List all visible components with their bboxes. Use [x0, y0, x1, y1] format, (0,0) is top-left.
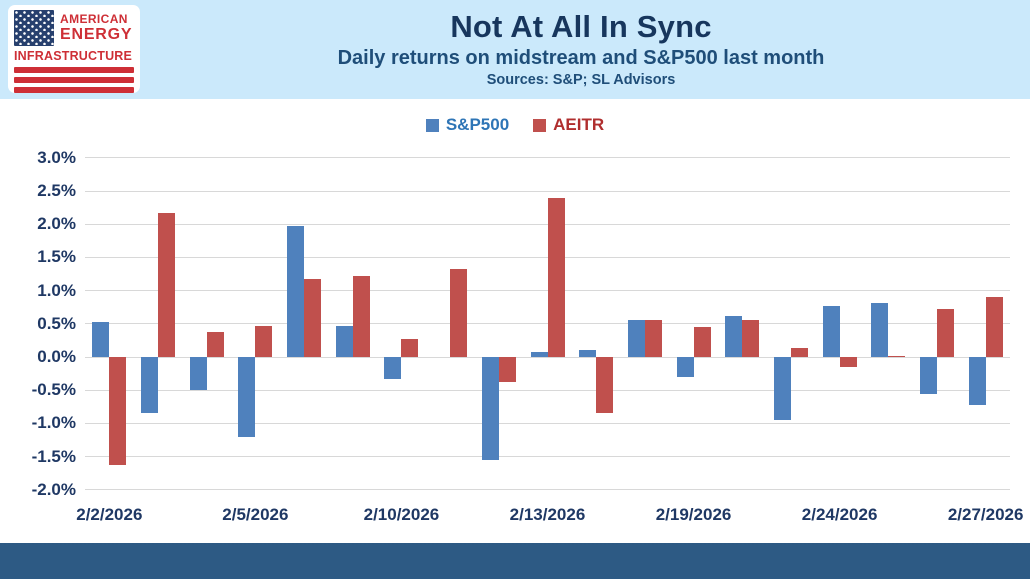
legend-swatch-sp500 [425, 118, 439, 132]
bar-aeitr [304, 279, 322, 357]
bar-sp500 [579, 350, 597, 357]
bar-aeitr [839, 357, 857, 367]
bar-sp500 [968, 357, 986, 405]
bar-aeitr [158, 212, 176, 357]
bar-aeitr [985, 297, 1003, 357]
y-axis-tick-label: -2.0% [31, 479, 76, 499]
y-axis-tick-label: 1.5% [37, 247, 76, 267]
bar-aeitr [547, 197, 565, 357]
bar-sp500 [335, 325, 353, 357]
y-axis-tick-label: -0.5% [31, 380, 76, 400]
bar-aeitr [644, 320, 662, 357]
bar-aeitr [450, 268, 468, 357]
bar-sp500 [627, 320, 645, 357]
bar-sp500 [238, 357, 256, 437]
bar-aeitr [255, 325, 273, 357]
bar-sp500 [530, 352, 548, 357]
company-logo: AMERICAN ENERGY INFRASTRUCTURE [8, 5, 140, 93]
gridline [85, 190, 1010, 192]
gridline [85, 389, 1010, 391]
bar-aeitr [790, 348, 808, 357]
page-title: Not At All In Sync [450, 9, 712, 44]
y-axis-tick-label: 2.0% [37, 214, 76, 234]
bar-sp500 [287, 226, 305, 357]
bar-aeitr [498, 357, 516, 383]
bar-sp500 [189, 357, 207, 391]
x-axis-tick-label: 2/27/2026 [947, 505, 1024, 524]
bar-aeitr [888, 355, 906, 357]
y-axis-tick-label: 0.5% [37, 313, 76, 333]
x-axis-tick-label: 2/5/2026 [222, 505, 289, 524]
bar-sp500 [725, 315, 743, 357]
bar-sp500 [919, 357, 937, 394]
logo-text-american: AMERICAN [60, 12, 128, 26]
bar-aeitr [693, 327, 711, 357]
bar-aeitr [742, 320, 760, 357]
bar-sp500 [676, 357, 694, 377]
y-axis-tick-label: 3.0% [37, 147, 76, 167]
flag-stripe [14, 87, 134, 93]
y-axis-tick-label: -1.0% [31, 413, 76, 433]
bar-sp500 [773, 357, 791, 421]
bar-aeitr [352, 275, 370, 357]
legend-label-sp500: S&P500 [445, 115, 510, 134]
legend-item-aeitr: AEITR [533, 115, 604, 135]
bar-sp500 [92, 322, 110, 357]
header-text-block: Not At All In Sync Daily returns on mids… [132, 0, 1030, 89]
bar-aeitr [109, 357, 127, 465]
bar-aeitr [936, 308, 954, 357]
logo-text-infrastructure: INFRASTRUCTURE [14, 49, 133, 63]
y-axis-tick-label: 2.5% [37, 181, 76, 200]
bar-sp500 [481, 357, 499, 460]
legend-label-aeitr: AEITR [553, 115, 605, 134]
header-band: Not At All In Sync Daily returns on mids… [0, 0, 1030, 99]
y-axis-tick-label: 0.0% [37, 347, 76, 366]
bar-aeitr [206, 332, 224, 357]
gridline [85, 422, 1010, 424]
chart-sources: Sources: S&P; SL Advisors [486, 72, 676, 88]
y-axis-tick-label: 1.0% [37, 280, 76, 300]
x-axis-tick-label: 2/19/2026 [655, 505, 732, 524]
gridline [85, 356, 1010, 358]
x-axis-tick-label: 2/10/2026 [363, 505, 440, 524]
x-axis-tick-label: 2/2/2026 [76, 505, 143, 524]
legend-swatch-aeitr [533, 118, 547, 132]
bar-sp500 [141, 357, 159, 414]
gridline [85, 489, 1010, 491]
y-axis-tick-label: -1.5% [31, 446, 76, 466]
flag-stripe [14, 77, 134, 83]
bar-sp500 [384, 357, 402, 379]
flag-stars-icon [14, 10, 54, 46]
flag-stripe [14, 67, 134, 73]
x-axis-tick-label: 2/13/2026 [509, 505, 586, 524]
chart-legend: S&P500 AEITR [0, 111, 1030, 139]
bar-sp500 [822, 305, 840, 357]
gridline [85, 456, 1010, 458]
logo-text-energy: ENERGY [60, 26, 133, 43]
bar-sp500 [871, 302, 889, 357]
x-axis-tick-label: 2/24/2026 [801, 505, 878, 524]
legend-item-sp500: S&P500 [425, 115, 510, 135]
bar-aeitr [596, 357, 614, 414]
bottom-band [0, 543, 1030, 579]
bar-aeitr [401, 339, 419, 357]
gridline [85, 157, 1010, 159]
chart-subtitle: Daily returns on midstream and S&P500 la… [337, 47, 825, 69]
